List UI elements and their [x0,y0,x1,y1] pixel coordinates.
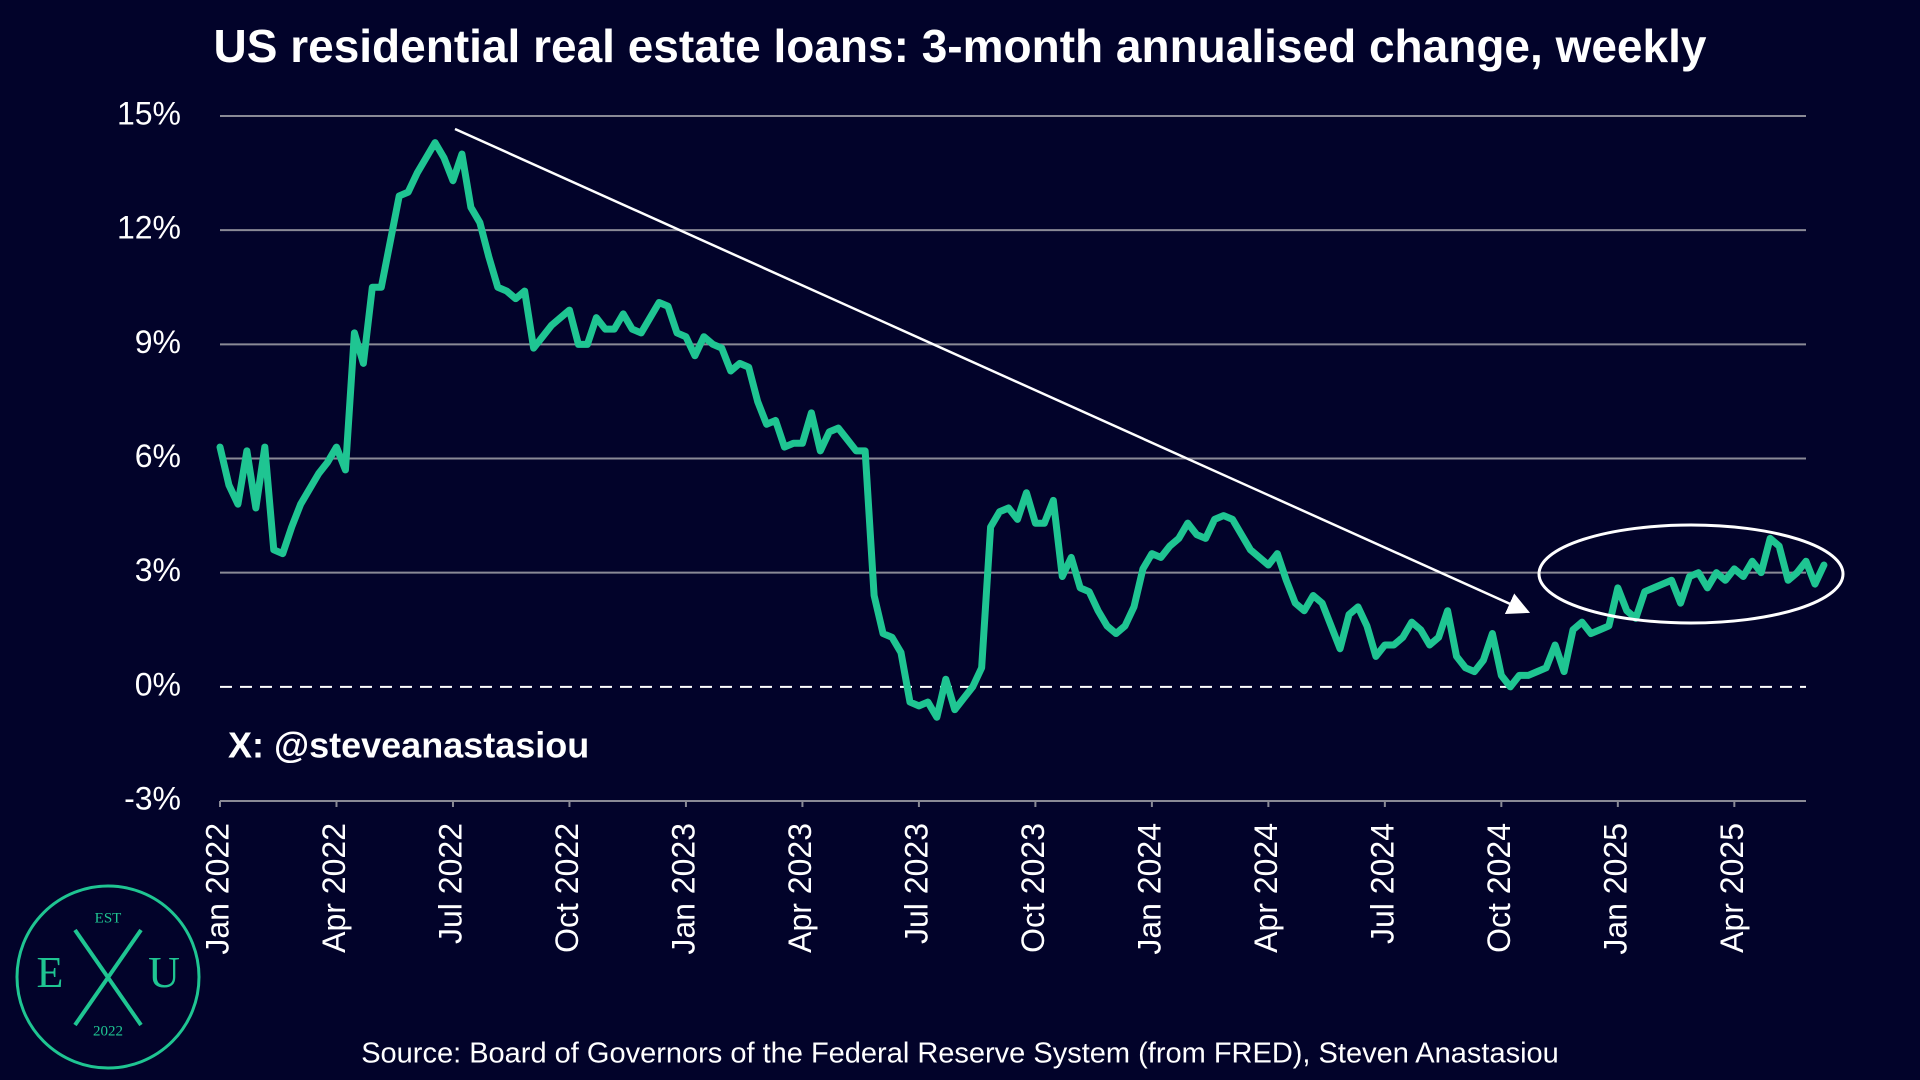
y-tick-label: 9% [135,324,181,360]
logo: EST E U 2022 [15,884,201,1070]
highlight-ellipse [1537,523,1845,625]
source-note: Source: Board of Governors of the Federa… [361,1038,1559,1070]
y-tick-label: -3% [124,780,181,816]
x-tick-label: Jan 2024 [1131,823,1167,955]
y-tick-label: 12% [117,210,181,246]
grid: -3% 0% 3% 6% 9% 12% 15% Jan 2022 Apr 2022 Jul 202… [117,95,1806,955]
x-tick-label: Oct 2023 [1015,823,1051,953]
x-tick-label: Jan 2022 [199,823,235,955]
x-tick-label: Jan 2025 [1597,823,1633,955]
logo-text: U [148,948,180,997]
y-tick-label: 3% [135,552,181,588]
y-tick-label: 0% [135,666,181,702]
logo-text: 2022 [93,1023,123,1039]
x-tick-label: Jan 2023 [665,823,701,955]
logo-text: EST [95,910,122,926]
x-tick-label: Apr 2024 [1248,823,1284,953]
plot-area [216,139,1828,721]
x-tick-label: Jul 2023 [898,823,934,944]
trend-arrow [454,127,1531,614]
x-tick-label: Apr 2023 [782,823,818,953]
x-tick-label: Oct 2024 [1481,823,1517,953]
logo-ring [15,884,201,1070]
x-tick-label: Jul 2024 [1364,823,1400,944]
data-line [216,139,1828,721]
x-tick-label: Oct 2022 [549,823,585,953]
x-tick-label: Apr 2022 [316,823,352,953]
watermark: X: @steveanastasiou [228,725,589,766]
chart-title: US residential real estate loans: 3-mont… [214,20,1707,72]
logo-text: E [37,948,64,997]
x-tick-label: Apr 2025 [1714,823,1750,953]
x-tick-label: Jul 2022 [432,823,468,944]
y-tick-label: 6% [135,438,181,474]
logo-x [73,928,143,1027]
y-tick-label: 15% [117,95,181,131]
